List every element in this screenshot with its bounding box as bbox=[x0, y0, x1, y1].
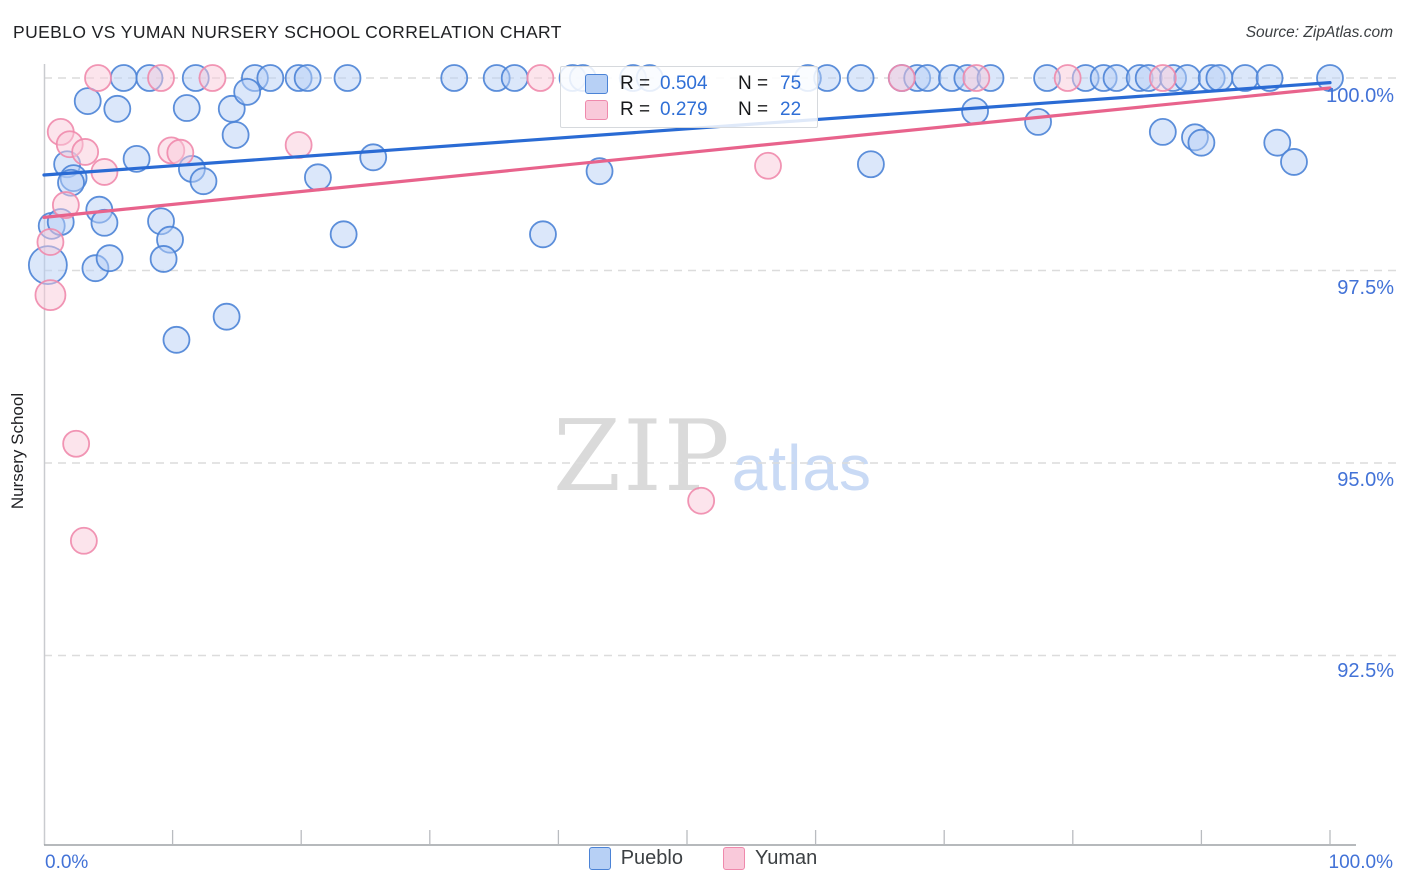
data-point-pueblo[interactable] bbox=[813, 64, 842, 92]
r-label: R = bbox=[620, 73, 651, 94]
watermark-atlas: atlas bbox=[731, 432, 872, 504]
data-point-pueblo[interactable] bbox=[585, 157, 614, 186]
n-label: N = bbox=[738, 99, 769, 120]
data-point-yuman[interactable] bbox=[166, 138, 195, 167]
x-axis-max-label: 100.0% bbox=[1328, 852, 1393, 873]
yuman-stats-row: R = 0.279 N = 22 bbox=[585, 99, 807, 121]
data-point-pueblo[interactable] bbox=[961, 97, 989, 126]
pueblo-n-value: 75 bbox=[780, 73, 802, 94]
pueblo-swatch-icon bbox=[588, 847, 611, 870]
data-point-pueblo[interactable] bbox=[172, 94, 201, 122]
y-axis-title: Nursery School bbox=[8, 392, 27, 510]
data-point-pueblo[interactable] bbox=[73, 87, 102, 115]
data-point-pueblo[interactable] bbox=[212, 302, 241, 331]
correlation-stats-box: R = 0.504 N = 75 R = 0.279 N = 22 bbox=[560, 66, 818, 128]
data-point-pueblo[interactable] bbox=[359, 143, 388, 172]
data-point-yuman[interactable] bbox=[62, 429, 91, 458]
data-point-pueblo[interactable] bbox=[329, 220, 358, 249]
data-point-pueblo[interactable] bbox=[221, 121, 250, 149]
data-point-pueblo[interactable] bbox=[440, 64, 469, 92]
x-axis-min-label: 0.0% bbox=[45, 852, 89, 873]
data-point-pueblo[interactable] bbox=[1255, 64, 1284, 92]
data-point-pueblo[interactable] bbox=[162, 325, 191, 354]
data-point-yuman[interactable] bbox=[36, 228, 65, 256]
data-point-pueblo[interactable] bbox=[109, 64, 138, 92]
yuman-r-value: 0.279 bbox=[660, 99, 708, 120]
data-point-pueblo[interactable] bbox=[500, 64, 529, 92]
data-point-pueblo[interactable] bbox=[1205, 64, 1234, 92]
y-tick-97-5: 97.5% bbox=[1337, 277, 1394, 299]
data-point-yuman[interactable] bbox=[51, 191, 80, 219]
data-point-yuman[interactable] bbox=[198, 64, 227, 92]
y-tick-95: 95.0% bbox=[1337, 469, 1394, 491]
data-point-yuman[interactable] bbox=[962, 64, 991, 92]
yuman-swatch-icon bbox=[723, 847, 745, 870]
data-point-pueblo[interactable] bbox=[189, 167, 218, 196]
y-tick-100: 100.0% bbox=[1326, 85, 1394, 107]
data-point-yuman[interactable] bbox=[84, 64, 112, 92]
data-point-pueblo[interactable] bbox=[149, 245, 178, 273]
legend-item-pueblo[interactable]: Pueblo bbox=[588, 847, 683, 870]
data-point-yuman[interactable] bbox=[526, 64, 555, 92]
data-point-yuman[interactable] bbox=[284, 131, 313, 159]
yuman-swatch-icon bbox=[585, 100, 608, 120]
data-point-yuman[interactable] bbox=[71, 138, 100, 166]
yuman-trendline bbox=[42, 86, 1332, 219]
data-point-pueblo[interactable] bbox=[304, 163, 332, 192]
y-tick-92-5: 92.5% bbox=[1337, 660, 1394, 682]
data-point-yuman[interactable] bbox=[34, 279, 67, 312]
data-point-pueblo[interactable] bbox=[1187, 128, 1216, 157]
series-legend: Pueblo Yuman bbox=[0, 847, 1406, 870]
data-point-yuman[interactable] bbox=[887, 64, 916, 92]
r-label: R = bbox=[620, 99, 651, 120]
legend-label-pueblo: Pueblo bbox=[620, 847, 683, 869]
data-point-pueblo[interactable] bbox=[1263, 128, 1292, 157]
data-point-pueblo[interactable] bbox=[856, 150, 885, 179]
legend-item-yuman[interactable]: Yuman bbox=[723, 847, 817, 870]
data-point-yuman[interactable] bbox=[69, 526, 98, 555]
data-point-pueblo[interactable] bbox=[122, 144, 151, 173]
data-point-pueblo[interactable] bbox=[913, 64, 942, 92]
pueblo-stats-row: R = 0.504 N = 75 bbox=[585, 73, 807, 95]
legend-label-yuman: Yuman bbox=[755, 847, 818, 869]
data-point-yuman[interactable] bbox=[147, 64, 175, 92]
data-point-yuman[interactable] bbox=[1053, 64, 1082, 92]
data-point-pueblo[interactable] bbox=[1173, 64, 1202, 92]
data-point-pueblo[interactable] bbox=[529, 220, 557, 249]
data-point-yuman[interactable] bbox=[1148, 64, 1177, 92]
data-point-pueblo[interactable] bbox=[233, 77, 262, 106]
page-title: PUEBLO VS YUMAN NURSERY SCHOOL CORRELATI… bbox=[13, 22, 562, 42]
data-point-pueblo[interactable] bbox=[1148, 117, 1177, 146]
pueblo-swatch-icon bbox=[585, 74, 608, 94]
data-point-pueblo[interactable] bbox=[95, 244, 124, 273]
data-point-pueblo[interactable] bbox=[103, 94, 132, 123]
data-point-pueblo[interactable] bbox=[1024, 107, 1052, 136]
data-point-pueblo[interactable] bbox=[1102, 64, 1131, 92]
pueblo-trendline bbox=[42, 81, 1332, 177]
source-attribution: Source: ZipAtlas.com bbox=[1245, 24, 1393, 41]
data-point-pueblo[interactable] bbox=[293, 64, 322, 92]
data-point-pueblo[interactable] bbox=[256, 64, 285, 92]
data-point-pueblo[interactable] bbox=[1280, 148, 1308, 176]
n-label: N = bbox=[738, 73, 769, 94]
data-point-pueblo[interactable] bbox=[846, 64, 875, 92]
data-point-pueblo[interactable] bbox=[333, 64, 362, 92]
data-point-yuman[interactable] bbox=[754, 151, 782, 180]
pueblo-r-value: 0.504 bbox=[660, 73, 708, 94]
data-point-yuman[interactable] bbox=[687, 486, 716, 515]
yuman-n-value: 22 bbox=[780, 99, 802, 120]
